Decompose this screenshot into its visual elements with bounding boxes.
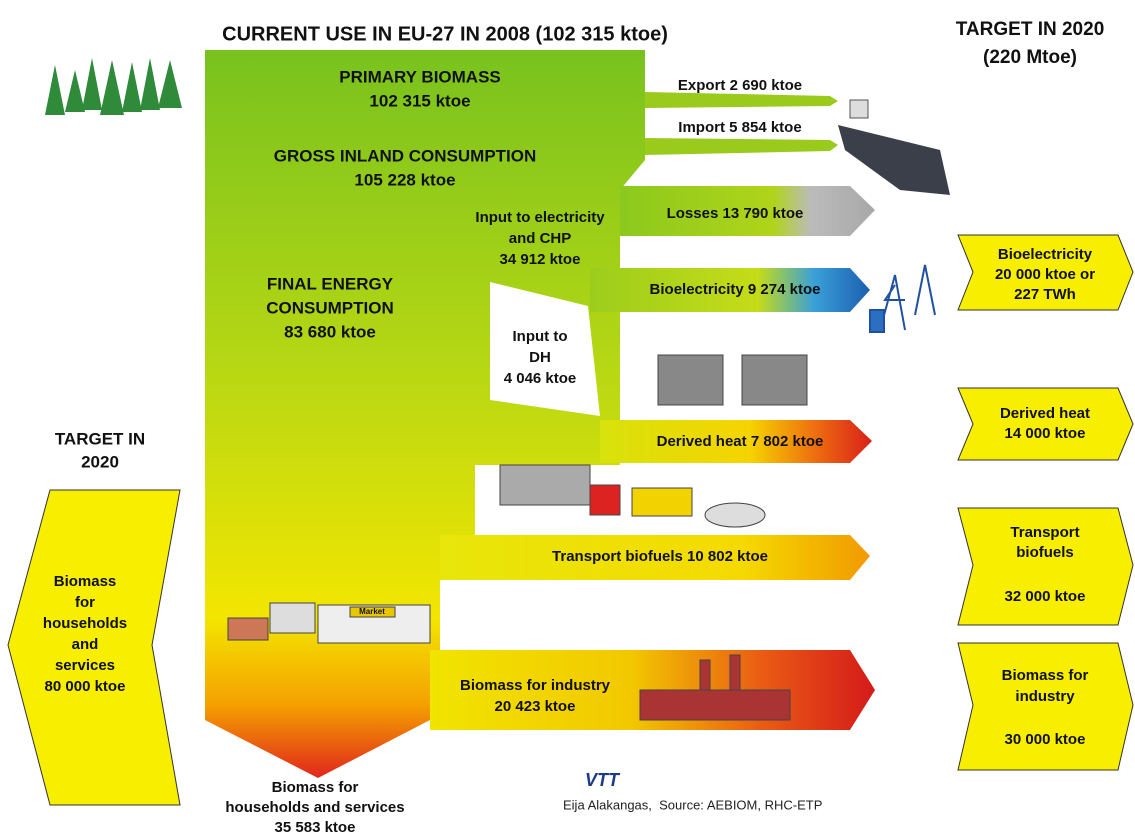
dh-gap (490, 282, 600, 416)
flow-label: DH (529, 349, 551, 366)
target-arrow (957, 234, 1134, 311)
icons (45, 58, 950, 721)
pylons (869, 264, 936, 333)
flow-label: 20 423 ktoe (495, 698, 576, 715)
target-title: TARGET IN (55, 429, 145, 448)
flow-label: 102 315 ktoe (369, 91, 470, 110)
vehicles (499, 464, 766, 528)
ship (838, 99, 950, 195)
flow-label: PRIMARY BIOMASS (339, 67, 501, 86)
target-label: 14 000 ktoe (1005, 425, 1086, 442)
flow-label: CONSUMPTION (266, 298, 394, 317)
target-title: (220 Mtoe) (983, 47, 1077, 68)
flow-label: 4 046 ktoe (504, 370, 577, 387)
target-label: Derived heat (1000, 405, 1090, 422)
target-label: households (43, 615, 127, 632)
target-label: and (72, 636, 99, 653)
target-label: Bioelectricity (998, 246, 1093, 263)
target-label: 30 000 ktoe (1005, 731, 1086, 748)
losses-flow (620, 186, 875, 236)
flow-label: Bioelectricity 9 274 ktoe (650, 281, 821, 298)
target-label: Biomass (54, 573, 117, 590)
logo: VTT (585, 770, 621, 790)
flow-label: Transport biofuels 10 802 ktoe (552, 548, 768, 565)
target-arrow (957, 642, 1134, 771)
trunk-flow (205, 50, 645, 778)
flow-label: Input to (513, 328, 568, 345)
flows (205, 50, 875, 778)
target-label: Biomass for (1002, 667, 1089, 684)
target-title: TARGET IN 2020 (956, 19, 1105, 40)
target-label: 80 000 ktoe (45, 678, 126, 695)
title: CURRENT USE IN EU-27 IN 2008 (102 315 kt… (222, 23, 668, 45)
buildings (657, 354, 808, 406)
target-arrow (957, 387, 1134, 461)
trees (45, 58, 182, 115)
flow-label: Import 5 854 ktoe (678, 119, 801, 136)
flow-label: 105 228 ktoe (354, 170, 455, 189)
target-label: Transport (1010, 524, 1079, 541)
labels: CURRENT USE IN EU-27 IN 2008 (102 315 kt… (43, 19, 1104, 834)
flow-label: 34 912 ktoe (500, 251, 581, 268)
flow-label: 83 680 ktoe (284, 322, 376, 341)
flow-label: and CHP (509, 230, 572, 247)
flow-label: GROSS INLAND CONSUMPTION (274, 146, 537, 165)
factory (639, 654, 791, 721)
import-flow (645, 138, 838, 155)
houses (227, 602, 431, 644)
flow-label: 35 583 ktoe (275, 819, 356, 834)
flow-label: FINAL ENERGY (267, 274, 394, 293)
export-flow (645, 92, 838, 108)
target-label: industry (1015, 688, 1075, 705)
transport-flow (440, 535, 870, 580)
sign: Market (359, 607, 385, 616)
flow-label: Losses 13 790 ktoe (667, 205, 804, 222)
flow-label: Derived heat 7 802 ktoe (657, 433, 824, 450)
target-arrow (957, 507, 1134, 626)
bioelectricity-flow (590, 268, 870, 312)
flow-label: Biomass for (272, 779, 359, 796)
target-title: 2020 (81, 452, 119, 471)
flow-label: Biomass for industry (460, 677, 611, 694)
target-label: 20 000 ktoe or (995, 266, 1095, 283)
flow-label: households and services (225, 799, 404, 816)
flow-label: Input to electricity (475, 209, 605, 226)
target-label: for (75, 594, 95, 611)
target-arrow (7, 489, 181, 806)
credit: Eija Alakangas, Source: AEBIOM, RHC-ETP (563, 797, 822, 812)
targets (7, 234, 1134, 806)
target-label: biofuels (1016, 544, 1074, 561)
target-label: services (55, 657, 115, 674)
derived-heat-flow (600, 420, 872, 463)
flow-label: Export 2 690 ktoe (678, 77, 802, 94)
target-label: 227 TWh (1014, 286, 1076, 303)
target-label: 32 000 ktoe (1005, 588, 1086, 605)
